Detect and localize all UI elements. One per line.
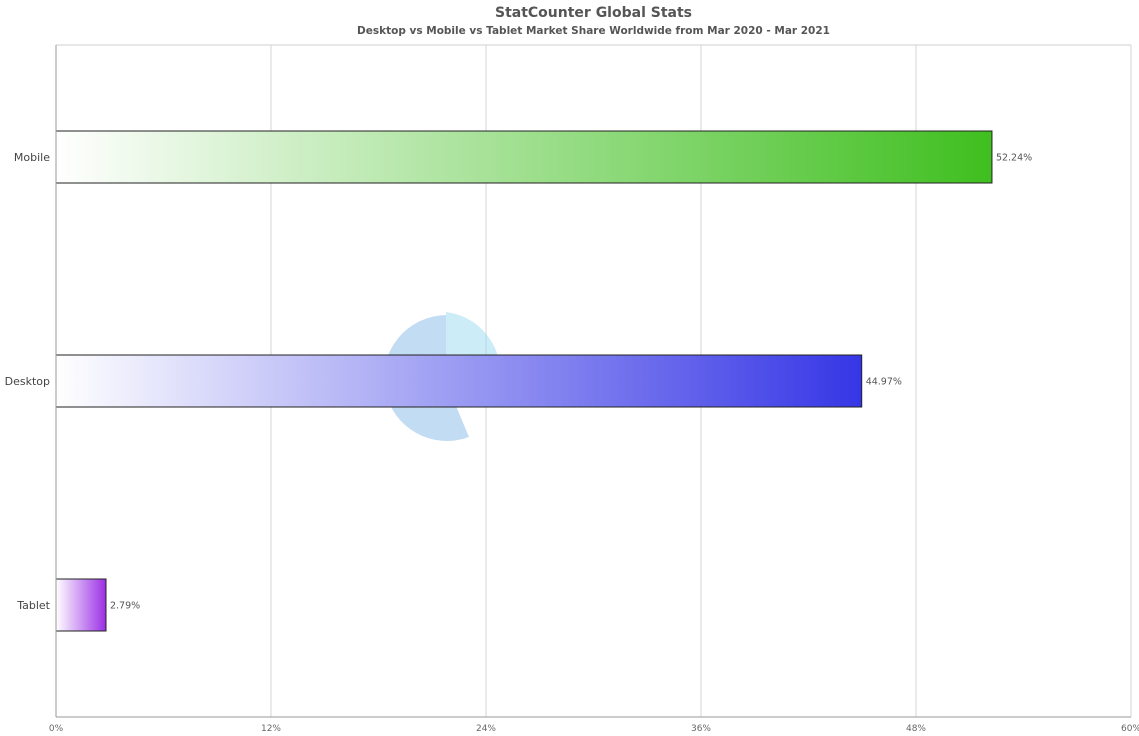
x-tick-label: 48%	[906, 724, 926, 734]
x-tick-label: 24%	[476, 724, 496, 734]
x-tick-label: 0%	[49, 724, 64, 734]
chart-subtitle: Desktop vs Mobile vs Tablet Market Share…	[357, 25, 830, 37]
axes: 0% 12% 24% 36% 48% 60% Mobile Desktop Tablet	[5, 45, 1139, 734]
bar-desktop	[55, 354, 863, 408]
x-tick-label: 36%	[691, 724, 711, 734]
category-label: Desktop	[5, 375, 50, 388]
chart-title: StatCounter Global Stats	[494, 5, 692, 21]
x-tick-label: 12%	[261, 724, 281, 734]
bar-tablet	[55, 578, 107, 632]
bar-mobile	[55, 130, 993, 184]
category-label: Mobile	[14, 151, 50, 164]
category-label: Tablet	[16, 599, 50, 612]
data-label: 2.79%	[110, 601, 140, 612]
bars: 52.24% 44.97% 2.79%	[55, 130, 1032, 632]
data-label: 52.24%	[996, 153, 1032, 164]
x-tick-label: 60%	[1121, 724, 1139, 734]
data-label: 44.97%	[866, 377, 902, 388]
